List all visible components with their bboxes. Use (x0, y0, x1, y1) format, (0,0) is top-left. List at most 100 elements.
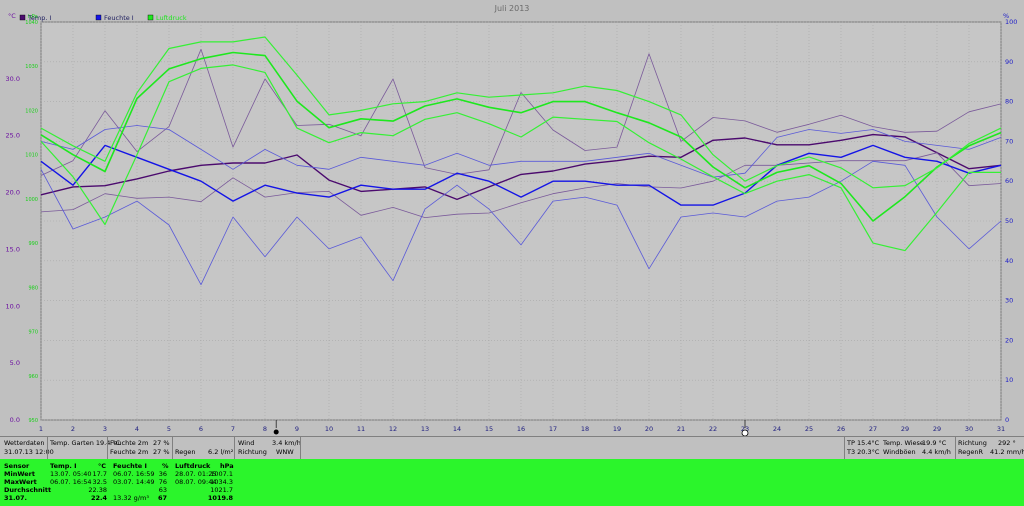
x-axis-tick: 23 (741, 425, 749, 433)
right-axis-tick: 10 (1005, 376, 1013, 384)
separator (300, 437, 301, 460)
wetterdaten-label: Wetterdaten (4, 439, 45, 447)
legend-label: Feuchte I (104, 14, 134, 22)
stats-druck-min: 1007.1 (210, 470, 233, 478)
day-marker-dot[interactable] (273, 429, 279, 435)
x-axis-tick: 20 (645, 425, 653, 433)
chart-area: °C0.05.010.015.020.025.030.0hPa950960970… (6, 4, 1017, 436)
green-axis-tick: 960 (28, 374, 38, 380)
x-axis-tick: 14 (453, 425, 461, 433)
x-axis-tick: 1 (39, 425, 43, 433)
green-axis-tick: 1030 (25, 64, 38, 70)
richtung2-value: 292 ° (998, 439, 1016, 447)
x-axis-tick: 10 (325, 425, 333, 433)
stats-temp-unit: °C (98, 462, 107, 470)
x-axis-tick: 4 (135, 425, 139, 433)
right-axis-tick: 30 (1005, 297, 1013, 305)
x-axis-tick: 22 (709, 425, 717, 433)
stats-temp-max-date: 06.07. 16:54 (50, 478, 92, 486)
separator (107, 437, 108, 460)
x-axis-tick: 15 (485, 425, 493, 433)
right-axis-tick: 20 (1005, 336, 1013, 344)
x-axis-tick: 5 (167, 425, 171, 433)
stats-feuchte-min: 36 (158, 470, 167, 478)
series-line (40, 133, 1002, 201)
t3-value: T3 20.3°C (847, 448, 880, 456)
stats-avg-label: Durchschnitt (4, 486, 52, 494)
x-axis-tick: 9 (295, 425, 299, 433)
legend-swatch (95, 14, 102, 21)
current-values-strip: Wetterdaten 31.07.13 12:00 Temp. Garten … (0, 436, 1024, 461)
richtung-label: Richtung (238, 448, 267, 456)
stats-feuchte-abs: 13.32 g/m³ (113, 494, 149, 502)
stats-druck-min-date: 28.07. 01:25 (175, 470, 217, 478)
right-axis-tick: 90 (1005, 58, 1013, 66)
series-line (40, 152, 1002, 219)
x-axis-tick: 8 (263, 425, 267, 433)
green-axis-tick: 990 (28, 241, 38, 247)
series-line (40, 36, 1002, 189)
right-axis-tick: 0 (1005, 416, 1009, 424)
right-axis-tick: 70 (1005, 137, 1013, 145)
stats-temp-min: 17.7 (92, 470, 107, 478)
stats-feuchte-avg: 63 (158, 486, 167, 494)
x-axis-tick: 17 (549, 425, 557, 433)
x-axis-tick: 19 (613, 425, 621, 433)
stats-temp-today: 22.4 (90, 494, 107, 502)
x-axis-tick: 29 (901, 425, 909, 433)
feuchte-2m-value: 27 % (153, 439, 170, 447)
x-axis-tick: 31 (997, 425, 1005, 433)
left-axis-tick: 15.0 (6, 245, 20, 253)
temp-wiese-value: 19.9 °C (922, 439, 947, 447)
green-axis-tick: 950 (28, 418, 38, 424)
day-marker-circle[interactable] (741, 429, 749, 436)
separator (234, 437, 235, 460)
right-axis-unit: % (1003, 12, 1009, 20)
wind-value: 3.4 km/h (272, 439, 301, 447)
feuchte-2m-label: Feuchte 2m (110, 448, 149, 456)
separator (47, 437, 48, 460)
temp-garten: Temp. Garten 19.4 °C (50, 439, 121, 447)
regen-value: 6.2 l/m² (208, 448, 234, 456)
stats-feuchte-unit: % (162, 462, 169, 470)
stats-temp-header: Temp. I (50, 462, 77, 470)
right-axis-tick: 100 (1005, 18, 1017, 26)
feuchte-2m-label: Feuchte 2m (110, 439, 149, 447)
richtung-value: WNW (276, 448, 294, 456)
left-axis-tick: 25.0 (6, 132, 20, 140)
x-axis-tick: 6 (199, 425, 203, 433)
stats-druck-unit: hPa (220, 462, 234, 470)
stats-sensor-header: Sensor (4, 462, 30, 470)
richtung2-label: Richtung (958, 439, 987, 447)
wind-label: Wind (238, 439, 255, 447)
stats-temp-max: 32.5 (92, 478, 107, 486)
stats-today-label: 31.07. (4, 494, 28, 502)
tp-value: TP 15.4°C (847, 439, 880, 447)
temp-wiese-label: Temp. Wiese (883, 439, 924, 447)
green-axis-tick: 1010 (25, 153, 38, 159)
stats-feuchte-today: 67 (157, 494, 167, 502)
stats-druck-max: 1034.3 (210, 478, 233, 486)
regenr-label: RegenR (958, 448, 983, 456)
stats-druck-today: 1019.8 (207, 494, 233, 502)
stats-druck-avg: 1021.7 (210, 486, 233, 494)
x-axis-tick: 30 (965, 425, 973, 433)
statistics-panel: Sensor MinWert MaxWert Durchschnitt 31.0… (0, 459, 1024, 506)
stats-druck-header: Luftdruck (175, 462, 211, 470)
x-axis-tick: 18 (581, 425, 589, 433)
right-axis-tick: 50 (1005, 217, 1013, 225)
series-line (40, 48, 1002, 176)
x-axis-tick: 11 (357, 425, 365, 433)
separator (172, 437, 173, 460)
left-axis-tick: 10.0 (6, 302, 20, 310)
left-axis-tick: 0.0 (10, 416, 20, 424)
green-axis-tick: 1000 (25, 197, 38, 203)
left-axis-tick: 5.0 (10, 359, 20, 367)
windboen-label: Windböen (883, 448, 916, 456)
stats-max-label: MaxWert (4, 478, 37, 486)
stats-feuchte-max: 76 (158, 478, 167, 486)
legend-swatch (19, 14, 26, 21)
chart-title: Juli 2013 (494, 4, 530, 13)
stats-druck-max-date: 08.07. 09:44 (175, 478, 217, 486)
